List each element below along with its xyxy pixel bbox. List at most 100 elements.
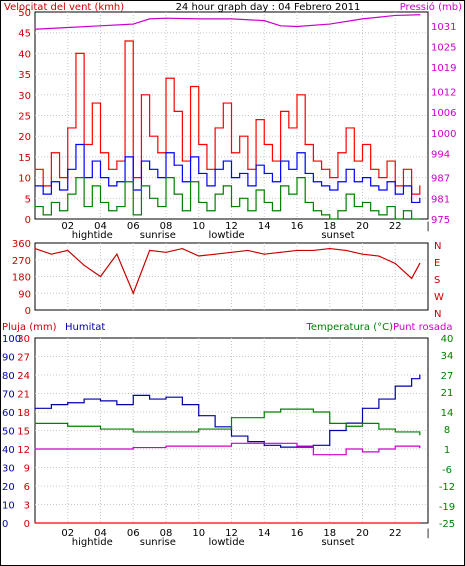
wind-min-line-point <box>173 193 175 195</box>
rain-axis-title: Pluja (mm) <box>2 322 57 333</box>
direction-ytick-label: 180 <box>12 273 31 284</box>
wind-min-line-point <box>411 218 413 220</box>
wind-xtick-label: 18 <box>323 221 336 232</box>
humidity-line-point <box>34 407 36 409</box>
humidity-xtick-label: 12 <box>225 528 238 539</box>
wind-min-line-point <box>361 201 364 204</box>
wind-gust-line-point <box>239 135 241 137</box>
wind-average-line-point <box>288 168 290 170</box>
wind-average-line-point <box>361 177 364 179</box>
humidity-line-point <box>230 435 233 437</box>
wind-xtick-label: 06 <box>127 221 140 232</box>
wind-min-line-point <box>320 214 323 216</box>
wind-direction-line-point <box>67 249 69 252</box>
wind-average-line-point <box>34 185 36 187</box>
wind-min-line-point <box>149 197 151 199</box>
wind-gust-line-point <box>255 119 257 121</box>
humidity-line-point <box>50 404 52 406</box>
humidity-line-point <box>214 426 216 428</box>
humidity-line-point <box>296 446 298 448</box>
pressure-ytick-label: 981 <box>431 194 450 205</box>
wind-xtick-label: 14 <box>258 221 271 232</box>
wind-gust-line-point <box>263 143 265 146</box>
wind-average-line-point <box>108 185 110 187</box>
wind-gust-line-point <box>345 127 347 129</box>
wind-min-line-point <box>189 181 192 183</box>
pressure-ytick-label: 1019 <box>431 63 456 74</box>
pressure-ytick-label: 1031 <box>431 22 456 33</box>
humidity-line-point <box>149 398 151 400</box>
humidity-xtick-label: 04 <box>94 528 107 539</box>
wind-direction-line-point <box>247 249 249 252</box>
temperature-ytick-label: -19 <box>439 502 455 513</box>
wind-gust-line-point <box>296 94 298 96</box>
wind-direction-line-point <box>263 253 265 255</box>
wind-average-line-point <box>411 201 413 204</box>
rain-ytick-label: 0 <box>24 519 30 530</box>
humidity-xtick-label: | <box>426 528 429 539</box>
wind-gust-line-point <box>165 77 167 79</box>
humidity-event-label: hightide <box>72 537 113 548</box>
wind-average-line-point <box>304 172 306 175</box>
humidity-line-point <box>83 398 85 400</box>
wind-min-line-point <box>181 210 183 212</box>
wind-min-line-point <box>50 201 52 204</box>
direction-compass-label: N <box>434 309 441 320</box>
wind-min-line-point <box>345 193 347 195</box>
humidity-xtick-label: 08 <box>160 528 173 539</box>
dewpoint-line-point <box>198 445 200 447</box>
wind-xtick-label: 02 <box>61 221 74 232</box>
wind-average-line-point <box>116 181 118 183</box>
temperature-line-point <box>345 425 347 427</box>
wind-direction-line-point <box>198 255 200 257</box>
pressure-ytick-label: 987 <box>431 174 450 185</box>
wind-min-line-point <box>99 201 102 204</box>
wind-direction-line-point <box>99 275 102 278</box>
humidity-line-point <box>198 415 200 417</box>
temperature-line-point <box>361 422 364 424</box>
dewpoint-line-point <box>419 446 421 449</box>
wind-xtick-label: 20 <box>356 221 369 232</box>
wind-average-line <box>35 143 421 204</box>
wind-gust-line-point <box>320 168 323 170</box>
wind-xtick-label: 22 <box>389 221 402 232</box>
chart-title: 24 hour graph day : 04 Febrero 2011 <box>176 2 361 13</box>
temperature-line-point <box>99 428 102 430</box>
humidity-ytick-label: 90 <box>2 353 15 364</box>
dewpoint-line-point <box>394 445 396 447</box>
temperature-line-point <box>394 431 396 433</box>
wind-min-line-point <box>157 205 159 208</box>
wind-gust-line-point <box>247 168 249 170</box>
wind-ytick-label: 30 <box>18 91 31 102</box>
humidity-line-point <box>419 374 421 376</box>
humidity-ytick-label: 80 <box>2 371 15 382</box>
wind-average-line-point <box>312 181 314 183</box>
temperature-ytick-label: -25 <box>439 519 455 530</box>
wind-direction-line-point <box>116 253 118 255</box>
temperature-line-point <box>280 408 282 410</box>
wind-average-line-point <box>222 160 224 162</box>
rain-ytick-label: 15 <box>17 427 30 438</box>
humidity-event-label: sunrise <box>140 537 176 548</box>
wind-min-line <box>35 177 420 220</box>
humidity-ytick-label: 50 <box>2 427 15 438</box>
wind-average-line-point <box>402 185 405 187</box>
direction-compass-label: W <box>434 292 444 303</box>
wind-average-line-point <box>42 193 44 195</box>
rain-ytick-label: 30 <box>17 334 30 345</box>
pressure-ytick-label: 1006 <box>431 108 456 119</box>
wind-min-line-point <box>263 201 265 204</box>
wind-gust-line-point <box>230 152 233 154</box>
wind-gust-line-point <box>280 110 282 112</box>
wind-min-line-point <box>312 210 314 212</box>
rain-ytick-label: 27 <box>17 353 30 364</box>
wind-min-line-point <box>370 210 372 212</box>
wind-min-line-point <box>247 210 249 212</box>
wind-gust-line-point <box>271 160 274 162</box>
wind-average-line-point <box>247 185 249 187</box>
rain-ytick-label: 18 <box>17 408 30 419</box>
wind-average-line-point <box>149 168 151 170</box>
humidity-line-point <box>411 378 413 380</box>
wind-ytick-label: 20 <box>18 132 31 143</box>
